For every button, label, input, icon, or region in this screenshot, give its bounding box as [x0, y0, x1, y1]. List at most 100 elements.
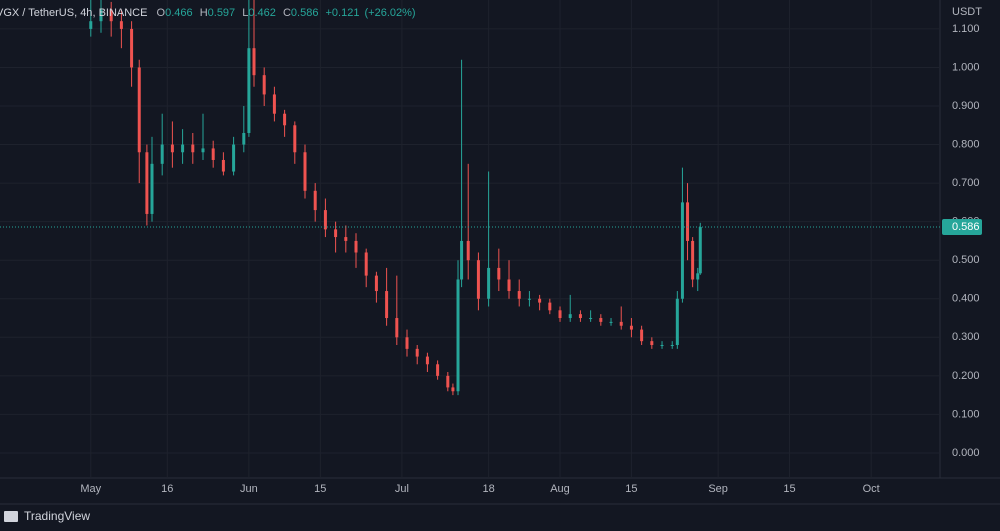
x-tick-label: Oct — [863, 483, 880, 495]
candle-body — [436, 364, 440, 376]
candle-body — [446, 375, 450, 388]
candle-body — [497, 267, 501, 280]
candle-body — [364, 252, 368, 276]
candle-body — [568, 314, 572, 319]
interval: 4h — [80, 7, 92, 19]
x-tick-label: Jun — [240, 483, 258, 495]
ohlc-value: 0.466 — [165, 7, 193, 19]
candle-body — [405, 337, 409, 349]
ohlc-label: O — [157, 7, 166, 19]
candles — [89, 0, 702, 396]
candle-body — [262, 75, 266, 95]
ohlc-value: 0.586 — [291, 7, 319, 19]
candle-body — [698, 227, 702, 274]
candle-body — [629, 325, 633, 330]
candle-body — [221, 159, 225, 172]
candle-body — [675, 298, 679, 346]
y-tick-label: 0.700 — [952, 177, 980, 189]
y-tick-label: 0.200 — [952, 370, 980, 382]
change-percent: (+26.02%) — [365, 7, 416, 19]
candle-body — [145, 152, 149, 214]
y-tick-label: 1.100 — [952, 23, 980, 35]
candle-body — [323, 210, 327, 230]
candle-body — [619, 321, 623, 326]
last-price-badge — [942, 219, 982, 236]
candle-body — [89, 21, 93, 29]
candle-body — [109, 9, 113, 22]
candle-body — [466, 240, 470, 261]
candle-body — [696, 273, 700, 280]
candle-body — [344, 237, 348, 241]
candle-body — [211, 148, 215, 160]
candle-body — [247, 48, 251, 133]
candle-body — [456, 279, 460, 392]
candle-body — [130, 28, 134, 68]
candle-body — [680, 202, 684, 299]
candle-body — [385, 291, 389, 319]
last-price-label: 0.586 — [952, 221, 980, 233]
candle-body — [374, 275, 378, 292]
candle-body — [334, 229, 338, 238]
y-tick-label: 0.000 — [952, 447, 980, 459]
candle-body — [232, 144, 236, 172]
candle-body — [487, 267, 491, 299]
y-unit: USDT — [952, 6, 982, 18]
y-tick-label: 0.800 — [952, 138, 980, 150]
candle-body — [650, 341, 654, 346]
candle-body — [293, 125, 297, 153]
x-tick-label: 16 — [161, 483, 173, 495]
x-tick-label: Jul — [395, 483, 409, 495]
y-tick-label: 0.100 — [952, 408, 980, 420]
candle-body — [119, 21, 123, 29]
x-tick-label: Sep — [708, 483, 728, 495]
exchange: BINANCE — [99, 7, 148, 19]
candle-body — [670, 345, 674, 347]
legend: VGX / TetherUS, 4h, BINANCE O0.466 H0.59… — [0, 7, 416, 19]
candle-body — [354, 240, 358, 253]
ohlc-value: 0.597 — [208, 7, 236, 19]
candle-body — [201, 148, 205, 153]
candle-body — [191, 144, 195, 153]
candle-body — [476, 260, 480, 299]
candle-body — [242, 132, 246, 145]
candle-body — [283, 113, 287, 126]
candle-body — [558, 310, 562, 319]
candle-body — [538, 298, 542, 303]
candle-body — [181, 144, 185, 153]
candle-body — [589, 318, 593, 320]
x-tick-label: Aug — [550, 483, 570, 495]
candle-body — [599, 318, 603, 322]
candle-body — [507, 279, 511, 292]
candle-body — [415, 348, 419, 357]
ohlc-label: H — [200, 7, 208, 19]
candle-body — [272, 94, 276, 114]
symbol: VGX / TetherUS — [0, 7, 74, 19]
candle-body — [460, 240, 464, 280]
ohlc-label: L — [242, 7, 248, 19]
candle-body — [150, 163, 154, 214]
candle-body — [252, 48, 256, 76]
candle-body — [609, 321, 613, 323]
y-tick-label: 0.900 — [952, 100, 980, 112]
candle-body — [517, 291, 521, 299]
ohlc-label: C — [283, 7, 291, 19]
candle-body — [395, 318, 399, 338]
candle-body — [99, 9, 103, 22]
x-tick-label: 18 — [482, 483, 494, 495]
x-tick-label: 15 — [783, 483, 795, 495]
separator: , — [74, 7, 80, 19]
candle-body — [451, 387, 455, 392]
y-tick-label: 0.500 — [952, 254, 980, 266]
separator: , — [92, 7, 98, 19]
brand-name: TradingView — [24, 509, 90, 523]
x-tick-label: May — [80, 483, 101, 495]
candle-body — [170, 144, 174, 153]
brand: TradingView — [4, 509, 90, 523]
candle-body — [660, 345, 664, 347]
candle-body — [548, 302, 552, 311]
x-tick-label: 15 — [314, 483, 326, 495]
change: +0.121 — [326, 7, 360, 19]
